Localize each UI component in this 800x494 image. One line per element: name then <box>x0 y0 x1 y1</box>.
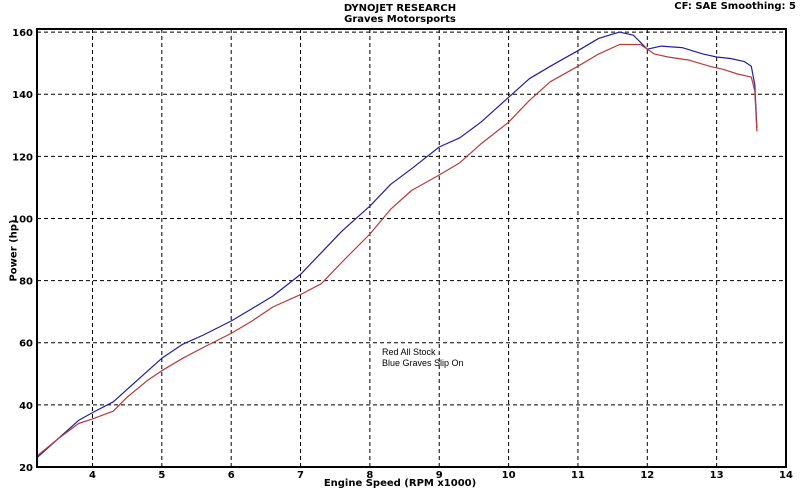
x-axis-label: Engine Speed (RPM x1000) <box>323 478 477 489</box>
x-tick-label: 5 <box>158 470 165 481</box>
x-tick-label: 7 <box>297 470 304 481</box>
x-tick-label: 13 <box>710 470 724 481</box>
y-tick-label: 80 <box>19 277 33 288</box>
series-line-red <box>36 43 758 457</box>
y-tick-label: 140 <box>12 90 33 101</box>
y-tick-label: 40 <box>19 401 33 412</box>
series-line-blue <box>36 31 758 459</box>
x-tick-label: 14 <box>779 470 793 481</box>
y-tick-label: 20 <box>19 463 33 474</box>
annotation-blue-slip-on: Blue Graves Slip On <box>382 358 464 368</box>
y-axis-label: Power (hp) <box>8 219 20 282</box>
x-tick-label: 11 <box>571 470 585 481</box>
tick-labels: 4 5 6 7 8 9 10 11 12 13 14 20 40 60 80 100 120 140 160 <box>12 28 793 481</box>
chart-subtitle: Graves Motorsports <box>344 14 456 25</box>
x-tick-label: 4 <box>89 470 96 481</box>
x-tick-label: 9 <box>436 470 443 481</box>
y-tick-label: 100 <box>12 214 33 225</box>
x-tick-label: 8 <box>366 470 373 481</box>
annotation-red-stock: Red All Stock <box>382 347 436 357</box>
grid-lines <box>37 29 786 467</box>
y-tick-label: 160 <box>12 28 33 39</box>
x-tick-label: 6 <box>228 470 235 481</box>
x-tick-label: 12 <box>640 470 654 481</box>
y-tick-label: 120 <box>12 152 33 163</box>
y-tick-label: 60 <box>19 339 33 350</box>
series-lines <box>36 31 758 459</box>
x-tick-label: 10 <box>502 470 516 481</box>
plot-frame <box>36 28 787 468</box>
correction-factor-info: CF: SAE Smoothing: 5 <box>674 1 796 12</box>
chart-title: DYNOJET RESEARCH <box>343 3 457 14</box>
